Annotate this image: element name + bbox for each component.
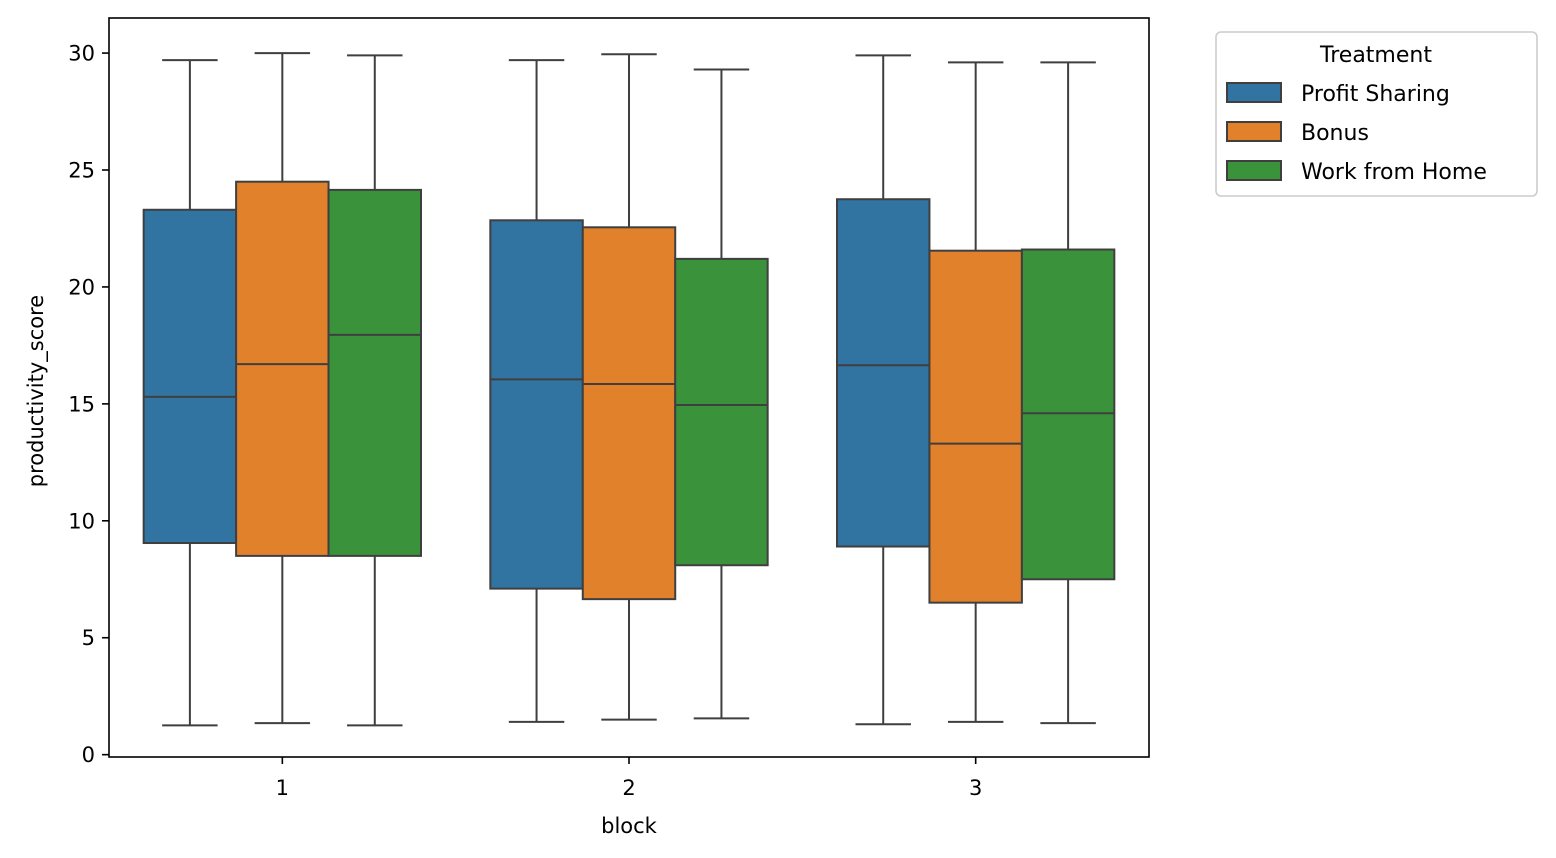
iqr-box	[581, 226, 677, 601]
legend-swatch	[1226, 121, 1282, 142]
legend-swatch	[1226, 160, 1282, 181]
y-tick-label: 10	[68, 509, 95, 533]
legend-swatch	[1226, 82, 1282, 103]
legend-label: Bonus	[1301, 121, 1369, 146]
legend-label: Profit Sharing	[1301, 82, 1450, 107]
y-tick-label: 25	[68, 159, 95, 183]
box-bonus-block-3	[928, 61, 1023, 723]
iqr-box	[327, 188, 422, 557]
legend-items: Profit Sharing Bonus Work from Home	[1226, 82, 1487, 185]
plot-area	[142, 52, 1116, 727]
y-tick-label: 5	[82, 626, 95, 650]
box-work-from-home-block-3	[1020, 61, 1116, 725]
box-work-from-home-block-1	[327, 54, 422, 727]
x-axis: 1 2 3	[276, 757, 982, 800]
x-tick-label: 1	[276, 776, 289, 800]
x-axis-label: block	[601, 814, 658, 838]
iqr-box	[142, 208, 238, 545]
box-profit-sharing-block-2	[489, 59, 584, 723]
legend-frame	[1215, 31, 1538, 197]
iqr-box	[928, 249, 1023, 604]
iqr-box	[489, 219, 584, 590]
legend: Treatment Profit Sharing Bonus Work from H…	[1215, 31, 1538, 197]
iqr-box	[836, 198, 931, 548]
iqr-box	[1020, 248, 1116, 581]
x-tick-label: 2	[622, 776, 635, 800]
iqr-box	[674, 257, 769, 567]
y-tick-label: 0	[82, 743, 95, 767]
legend-title: Treatment	[1319, 43, 1432, 68]
y-axis-label: productivity_score	[24, 295, 49, 487]
box-profit-sharing-block-1	[142, 59, 238, 727]
y-tick-label: 30	[68, 42, 95, 66]
iqr-box	[235, 180, 330, 557]
box-profit-sharing-block-3	[836, 54, 931, 726]
x-tick-label: 3	[969, 776, 982, 800]
y-axis: 0 5 10 15 20 25 30	[68, 42, 109, 767]
box-bonus-block-1	[235, 52, 330, 725]
y-tick-label: 15	[68, 392, 95, 416]
y-tick-label: 20	[68, 275, 95, 299]
box-work-from-home-block-2	[674, 68, 769, 720]
box-bonus-block-2	[581, 53, 677, 721]
legend-label: Work from Home	[1301, 160, 1487, 185]
